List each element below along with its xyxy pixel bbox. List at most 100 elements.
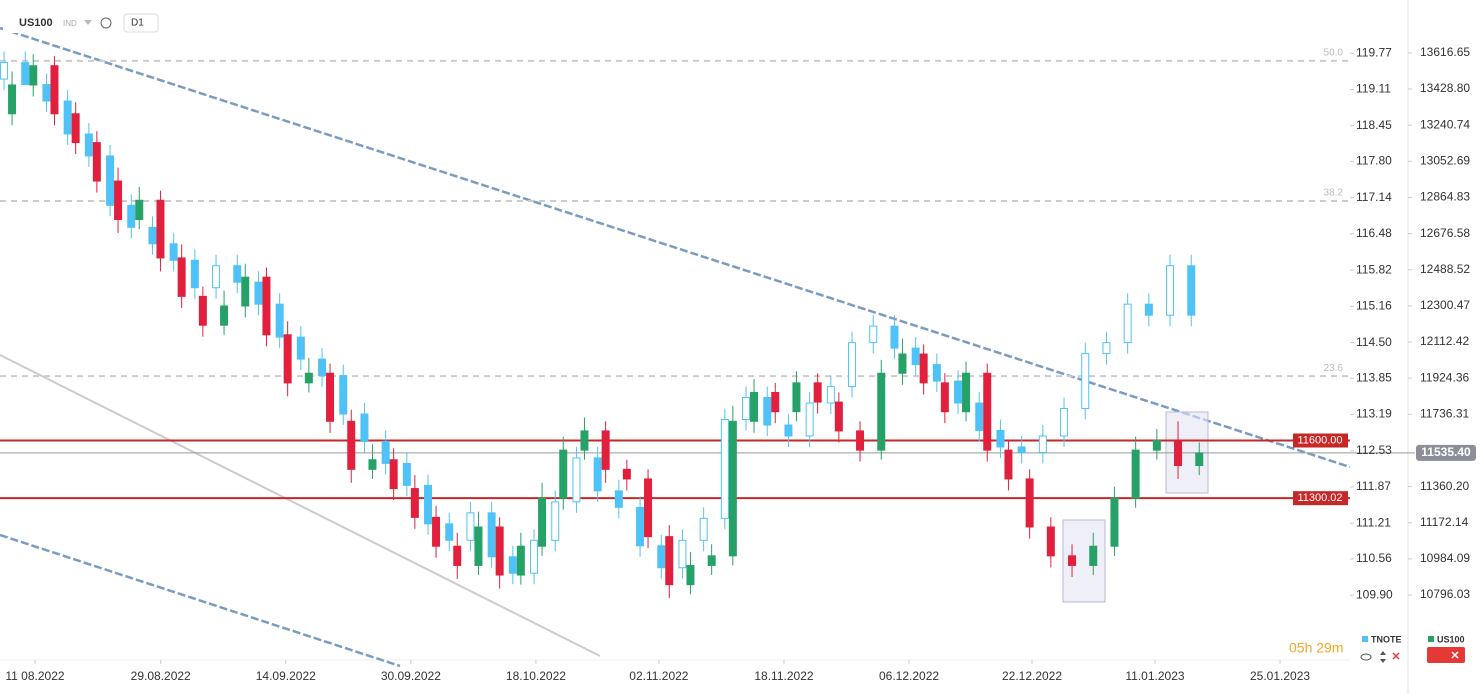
level-label: 11600.00 <box>1297 434 1342 446</box>
candle-body <box>445 523 454 541</box>
candle-body <box>262 276 271 336</box>
candle-body <box>657 545 666 569</box>
candle-body <box>728 420 737 557</box>
y2-tick-label: 111.21 <box>1356 515 1391 529</box>
candle-body <box>50 65 59 115</box>
y-tick-label: 12300.47 <box>1420 298 1470 312</box>
candle-body <box>29 65 38 86</box>
candle-body <box>169 243 178 261</box>
candle-body <box>1152 440 1161 451</box>
candle-body <box>580 430 589 451</box>
y2-tick-label: 113.85 <box>1356 370 1392 384</box>
candle-body <box>1068 555 1077 566</box>
visibility-icon[interactable] <box>1360 653 1372 661</box>
candle-body <box>1166 265 1175 316</box>
candle-body <box>890 325 899 349</box>
x-tick-label: 02.11.2022 <box>629 669 688 683</box>
y-tick-label: 13052.69 <box>1420 153 1470 167</box>
series-tools[interactable] <box>1427 647 1465 663</box>
candle-body <box>792 382 801 413</box>
y2-tick-label: 119.77 <box>1356 45 1392 59</box>
y2-tick-label: 113.19 <box>1356 407 1392 421</box>
timeframe-box[interactable] <box>123 13 159 33</box>
y-tick-label: 11924.36 <box>1420 370 1469 384</box>
candle-body <box>1110 497 1119 547</box>
info-icon[interactable] <box>100 17 112 29</box>
candle-body <box>1174 440 1183 466</box>
candle-body <box>636 506 645 547</box>
candle-body <box>622 468 631 480</box>
candle-body <box>275 303 284 338</box>
close-icon[interactable] <box>1451 651 1459 659</box>
x-tick-label: 30.09.2022 <box>381 669 441 683</box>
candle-body <box>1123 303 1132 344</box>
candle-body <box>1060 408 1069 437</box>
candle-body <box>1089 545 1098 566</box>
candle-body <box>975 402 984 431</box>
candle-body <box>954 380 963 404</box>
legend-swatch <box>1428 636 1434 642</box>
dropdown-icon[interactable] <box>84 20 92 25</box>
candle-body <box>750 391 759 422</box>
price-badge <box>1416 444 1476 461</box>
candle-body <box>114 180 123 220</box>
order-icon[interactable] <box>1380 651 1386 663</box>
y-tick-label: 13616.65 <box>1420 45 1470 59</box>
level-badge <box>1293 491 1348 506</box>
y-tick-label: 12112.42 <box>1420 334 1469 348</box>
candle-body <box>92 142 101 182</box>
candle-body <box>304 372 313 384</box>
candle-body <box>826 386 835 404</box>
fib-label: 23.6 <box>1324 363 1344 374</box>
trendline <box>0 354 601 657</box>
candle-body <box>453 545 462 566</box>
timeframe[interactable]: D1 <box>131 18 144 29</box>
candle-body <box>869 325 878 344</box>
candle-body <box>763 397 772 426</box>
candle-body <box>1046 526 1055 557</box>
candle-body <box>84 133 93 157</box>
x-tick-label: 11 08.2022 <box>5 669 64 683</box>
candle-body <box>686 564 695 586</box>
candle-body <box>198 295 207 326</box>
x-tick-label: 25.01.2023 <box>1250 669 1310 683</box>
price-label: 11535.40 <box>1421 445 1471 459</box>
candle-body <box>742 397 751 421</box>
candle-body <box>720 419 729 519</box>
candle-body <box>784 424 793 437</box>
candle-body <box>402 462 411 486</box>
y2-tick-label: 111.87 <box>1356 479 1391 493</box>
trendline <box>0 533 401 668</box>
candle-body <box>665 536 674 586</box>
candle-body <box>466 512 475 541</box>
candle-body <box>368 459 377 470</box>
candle-body <box>678 539 687 569</box>
market[interactable]: IND <box>63 19 77 28</box>
candle-body <box>0 62 9 80</box>
candle-body <box>508 556 517 574</box>
candle-body <box>644 478 653 538</box>
candle-body <box>1038 435 1047 453</box>
candle-body <box>381 440 390 464</box>
fib-label: 38.2 <box>1324 188 1344 199</box>
candle-body <box>1081 353 1090 410</box>
y2-tick-label: 114.50 <box>1356 335 1392 349</box>
y2-tick-label: 110.56 <box>1356 551 1392 565</box>
candle-body <box>551 501 560 541</box>
candle-body <box>983 372 992 451</box>
x-tick-label: 14.09.2022 <box>256 669 316 683</box>
candle-body <box>572 457 581 503</box>
y2-tick-label: 115.82 <box>1356 262 1392 276</box>
candle-body <box>410 488 419 518</box>
legend-label: TNOTE <box>1371 634 1402 644</box>
legend-swatch <box>1362 636 1368 642</box>
candle-body <box>106 155 115 206</box>
close-icon[interactable] <box>1392 652 1400 660</box>
candle-body <box>8 84 17 115</box>
x-tick-label: 18.10.2022 <box>506 669 566 683</box>
candle-body <box>339 375 348 415</box>
candle-body <box>919 353 928 384</box>
y2-tick-label: 115.16 <box>1356 299 1392 313</box>
candle-body <box>1017 446 1026 453</box>
